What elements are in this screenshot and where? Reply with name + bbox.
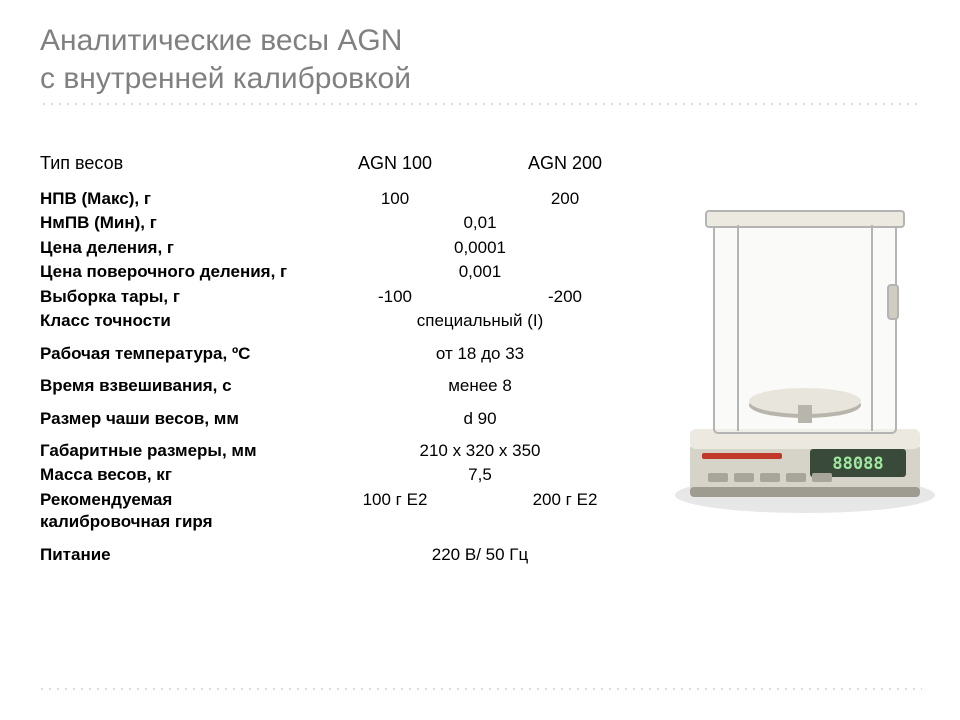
row-label: Размер чаши весов, мм [40,408,310,430]
row-label: Время взвешивания, с [40,375,310,397]
row-label: Рабочая температура, ºС [40,343,310,365]
analytical-balance-illustration: 88088 [640,173,960,533]
row-value: от 18 до 33 [310,343,650,365]
row-value: 0,001 [310,261,650,283]
row-label: Питание [40,544,310,566]
row-label: НПВ (Макс), г [40,188,310,210]
row-label: НмПВ (Мин), г [40,212,310,234]
table-row: Цена поверочного деления, г0,001 [40,261,660,283]
row-label: Цена деления, г [40,237,310,259]
row-label: Рекомендуемая калибровочная гиря [40,489,310,534]
table-row: Габаритные размеры, мм210 х 320 х 350 [40,440,660,462]
row-value: 220 В/ 50 Гц [310,544,650,566]
product-image: 88088 [660,153,920,568]
table-row: НПВ (Макс), г100200 [40,188,660,210]
row-value: менее 8 [310,375,650,397]
row-label: Масса весов, кг [40,464,310,486]
divider-top [40,103,920,105]
row-label: Габаритные размеры, мм [40,440,310,462]
table-row: Цена деления, г0,0001 [40,237,660,259]
row-value: специальный (I) [310,310,650,332]
table-row: Питание220 В/ 50 Гц [40,544,660,566]
table-row: Класс точностиспециальный (I) [40,310,660,332]
row-value-col2: 200 г E2 [480,489,650,534]
spec-header-row: Тип весов AGN 100 AGN 200 [40,153,660,174]
row-label: Класс точности [40,310,310,332]
row-label: Выборка тары, г [40,286,310,308]
row-label: Цена поверочного деления, г [40,261,310,283]
divider-bottom [38,688,922,690]
row-value: 0,0001 [310,237,650,259]
header-col2: AGN 200 [480,153,650,174]
table-row: Масса весов, кг7,5 [40,464,660,486]
svg-text:88088: 88088 [832,454,883,474]
row-value-col1: 100 [310,188,480,210]
page-title-line2: с внутренней калибровкой [40,60,920,98]
spec-table: Тип весов AGN 100 AGN 200 НПВ (Макс), г1… [40,153,660,568]
row-value-col1: 100 г E2 [310,489,480,534]
row-value-col2: 200 [480,188,650,210]
header-col1: AGN 100 [310,153,480,174]
row-value: d 90 [310,408,650,430]
row-value: 0,01 [310,212,650,234]
row-value: 210 х 320 х 350 [310,440,650,462]
table-row: Выборка тары, г-100-200 [40,286,660,308]
row-value-col1: -100 [310,286,480,308]
row-value-col2: -200 [480,286,650,308]
table-row: Время взвешивания, сменее 8 [40,375,660,397]
header-label: Тип весов [40,153,310,174]
table-row: Размер чаши весов, ммd 90 [40,408,660,430]
table-row: Рабочая температура, ºСот 18 до 33 [40,343,660,365]
row-value: 7,5 [310,464,650,486]
table-row: НмПВ (Мин), г0,01 [40,212,660,234]
table-row: Рекомендуемая калибровочная гиря100 г E2… [40,489,660,534]
page-title-line1: Аналитические весы AGN [40,22,920,60]
